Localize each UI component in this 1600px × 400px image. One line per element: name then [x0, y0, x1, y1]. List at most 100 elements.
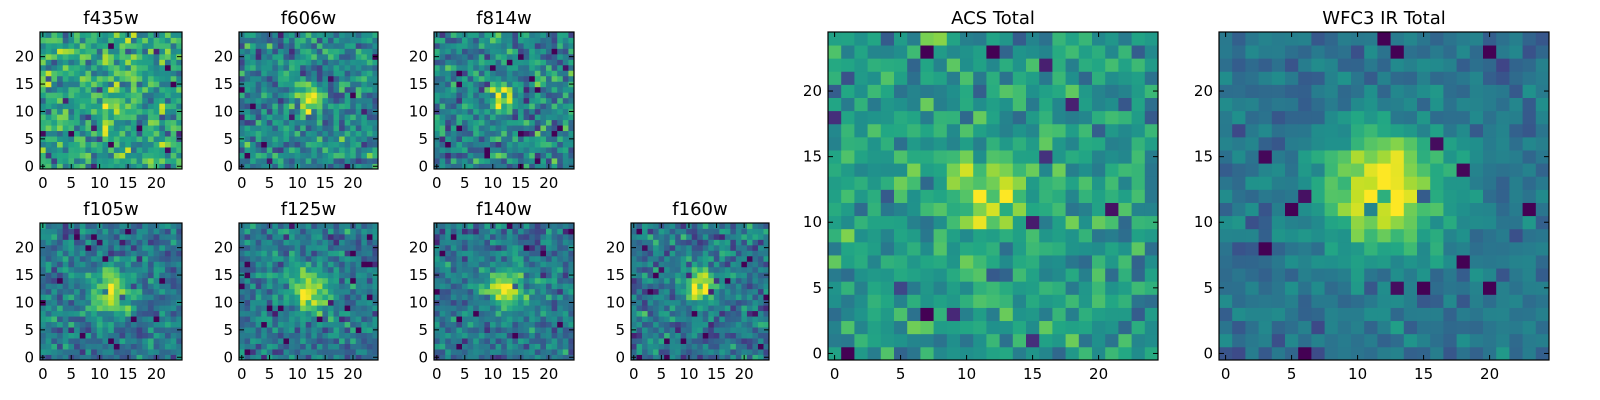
heatmap-cell: [339, 305, 346, 312]
heatmap-cell: [518, 75, 524, 82]
heatmap-cell: [255, 158, 262, 164]
heatmap-cell: [713, 332, 720, 339]
heatmap-cell: [119, 349, 126, 355]
heatmap-cell: [79, 321, 86, 328]
heatmap-cell: [350, 277, 357, 284]
heatmap-cell: [113, 86, 120, 93]
heatmap-cell: [366, 42, 373, 49]
heatmap-cell: [91, 316, 98, 323]
heatmap-cell: [350, 283, 357, 290]
heatmap-cell: [289, 277, 295, 284]
heatmap-cell: [45, 158, 52, 164]
heatmap-cell: [534, 158, 541, 164]
heatmap-cell: [636, 349, 643, 355]
heatmap-cell: [366, 332, 373, 339]
heatmap-cell: [142, 37, 149, 44]
heatmap-cell: [277, 53, 284, 60]
heatmap-cell: [675, 338, 682, 344]
heatmap-cell: [484, 103, 491, 110]
heatmap-cell: [540, 338, 547, 344]
heatmap-cell: [933, 202, 948, 217]
heatmap-cell: [478, 32, 485, 38]
heatmap-cell: [176, 119, 183, 126]
heatmap-cell: [176, 228, 183, 235]
heatmap-cell: [501, 152, 508, 159]
heatmap-cell: [1092, 320, 1106, 335]
heatmap-cell: [456, 163, 463, 170]
heatmap-cell: [675, 294, 682, 301]
heatmap-cell: [74, 42, 81, 49]
heatmap-cell: [551, 338, 558, 344]
heatmap-cell: [79, 343, 86, 350]
heatmap-cell: [91, 32, 98, 38]
heatmap-cell: [266, 299, 273, 306]
heatmap-cell: [316, 244, 323, 251]
heatmap-cell: [272, 343, 279, 350]
heatmap-cell: [986, 215, 1000, 230]
heatmap-cell: [647, 277, 654, 284]
heatmap-cell: [68, 103, 75, 110]
heatmap-cell: [680, 266, 687, 273]
heatmap-cell: [170, 283, 177, 290]
heatmap-cell: [361, 59, 368, 66]
heatmap-cell: [62, 310, 69, 317]
heatmap-cell: [894, 294, 908, 308]
heatmap-cell: [512, 327, 519, 333]
heatmap-cell: [45, 299, 52, 306]
heatmap-cell: [57, 119, 64, 126]
heatmap-cell: [490, 108, 496, 115]
heatmap-cell: [484, 75, 491, 82]
heatmap-cell: [51, 316, 58, 323]
heatmap-cell: [294, 75, 301, 82]
heatmap-cell: [350, 305, 357, 312]
heatmap-cell: [283, 75, 290, 82]
heatmap-cell: [244, 92, 251, 99]
heatmap-cell: [289, 283, 295, 290]
heatmap-cell: [631, 255, 637, 262]
heatmap-cell: [568, 228, 575, 235]
heatmap-cell: [450, 332, 457, 339]
heatmap-cell: [484, 349, 491, 355]
heatmap-cell: [272, 158, 279, 164]
heatmap-cell: [642, 233, 648, 240]
heatmap-cell: [277, 70, 284, 77]
heatmap-cell: [350, 152, 357, 159]
heatmap-cell: [85, 141, 92, 148]
heatmap-cell: [266, 283, 273, 290]
heatmap-cell: [45, 125, 52, 132]
heatmap-cell: [512, 59, 519, 66]
heatmap-cell: [746, 223, 753, 229]
heatmap-cell: [456, 223, 463, 229]
heatmap-cell: [339, 288, 346, 295]
heatmap-cell: [490, 75, 496, 82]
heatmap-cell: [108, 310, 115, 317]
heatmap-cell: [372, 343, 379, 350]
heatmap-cell: [85, 130, 92, 137]
heatmap-cell: [562, 70, 569, 77]
heatmap-cell: [529, 103, 536, 110]
heatmap-cell: [74, 48, 81, 55]
heatmap-cell: [512, 81, 519, 88]
heatmap-cell: [501, 299, 508, 306]
heatmap-cell: [339, 316, 346, 323]
heatmap-cell: [960, 176, 974, 190]
heatmap-cell: [506, 250, 513, 257]
heatmap-cell: [462, 250, 468, 257]
heatmap-cell: [113, 158, 120, 164]
heatmap-cell: [907, 320, 921, 335]
heatmap-cell: [546, 250, 552, 257]
heatmap-cell: [724, 277, 731, 284]
heatmap-cell: [136, 354, 143, 361]
heatmap-cell: [79, 163, 86, 170]
heatmap-cell: [176, 349, 183, 355]
heatmap-cell: [96, 244, 103, 251]
heatmap-cell: [250, 53, 257, 60]
heatmap-cell: [478, 294, 485, 301]
heatmap-cell: [445, 119, 452, 126]
heatmap-cell: [125, 97, 132, 104]
heatmap-cell: [289, 81, 295, 88]
heatmap-cell: [74, 141, 81, 148]
heatmap-cell: [96, 158, 103, 164]
heatmap-cell: [289, 75, 295, 82]
heatmap-cell: [277, 103, 284, 110]
